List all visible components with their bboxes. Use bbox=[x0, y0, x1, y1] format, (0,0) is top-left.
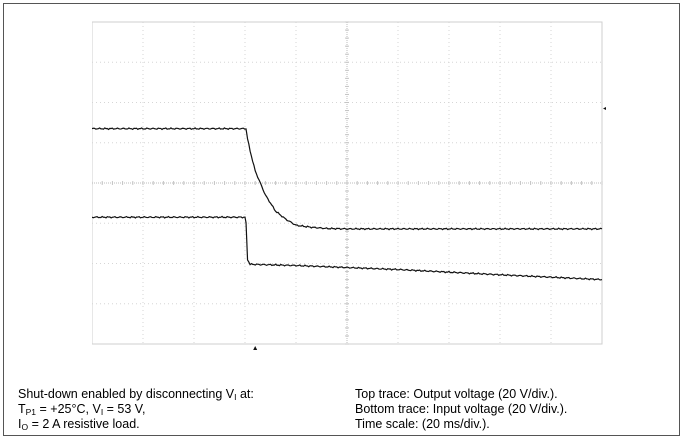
caption-bottom-trace: Bottom trace: Input voltage (20 V/div.). bbox=[355, 402, 568, 416]
output-voltage-trace bbox=[92, 127, 603, 231]
caption-line-2: TP1 = +25°C, VI = 53 V, bbox=[18, 402, 146, 417]
trigger-level-arrow bbox=[603, 107, 606, 111]
caption-line-1: Shut-down enabled by disconnecting VI at… bbox=[18, 387, 254, 402]
oscilloscope-plot: r2r1 bbox=[92, 21, 606, 350]
caption-conditions: Shut-down enabled by disconnecting VI at… bbox=[18, 387, 254, 432]
figure-frame: r2r1 Shut-down enabled by disconnecting … bbox=[3, 3, 680, 436]
trigger-position-arrow bbox=[253, 346, 258, 350]
input-voltage-trace bbox=[92, 215, 603, 281]
caption-traces: Top trace: Output voltage (20 V/div.). B… bbox=[355, 387, 567, 432]
caption-time-scale: Time scale: (20 ms/div.). bbox=[355, 417, 490, 431]
caption-line-3: IO = 2 A resistive load. bbox=[18, 417, 140, 432]
caption-top-trace: Top trace: Output voltage (20 V/div.). bbox=[355, 387, 558, 401]
